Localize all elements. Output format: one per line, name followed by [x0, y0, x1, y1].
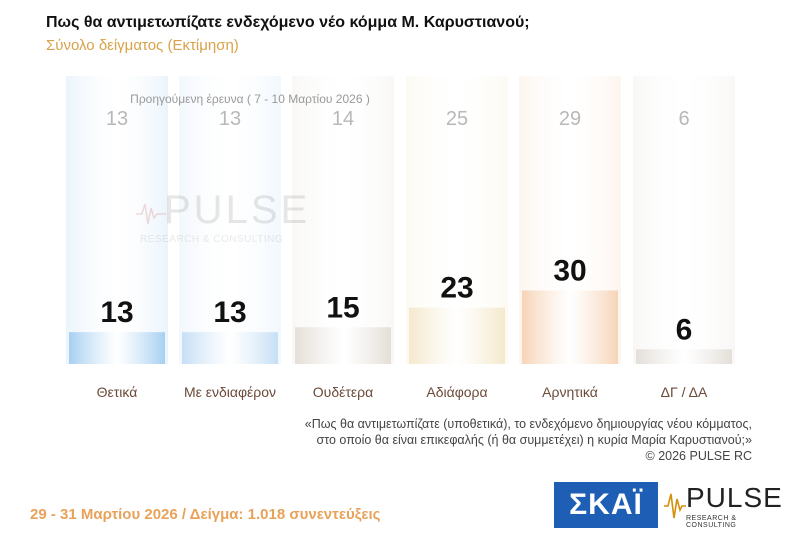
bar — [636, 349, 732, 364]
previous-value-label: 13 — [106, 108, 128, 130]
fieldwork-info: 29 - 31 Μαρτίου 2026 / Δείγμα: 1.018 συν… — [30, 506, 381, 523]
background-column — [179, 76, 281, 364]
background-column — [292, 76, 394, 364]
category-label: Αδιάφορα — [426, 384, 487, 400]
data-label: 13 — [213, 296, 246, 329]
data-label: 23 — [440, 272, 473, 305]
previous-survey-label: Προηγούμενη έρευνα ( 7 - 10 Μαρτίου 2026… — [130, 92, 370, 106]
category-label: Με ενδιαφέρον — [184, 384, 276, 400]
data-label: 13 — [100, 296, 133, 329]
note-line-1: «Πως θα αντιμετωπίζατε (υποθετικά), το ε… — [304, 417, 752, 431]
data-label: 15 — [326, 291, 359, 324]
background-column — [66, 76, 168, 364]
pulse-watermark: PULSE RESEARCH & CONSULTING — [136, 188, 336, 248]
bar-chart: Προηγούμενη έρευνα ( 7 - 10 Μαρτίου 2026… — [66, 76, 735, 400]
category-label: Ουδέτερα — [313, 384, 373, 400]
bar — [295, 327, 391, 364]
previous-value-label: 13 — [219, 108, 241, 130]
category-label: Θετικά — [97, 384, 138, 400]
bar — [69, 332, 165, 364]
chart-title: Πως θα αντιμετωπίζατε ενδεχόμενο νέο κόμ… — [46, 14, 530, 31]
category-label: Αρνητικά — [542, 384, 598, 400]
note-line-2: στο οποίο θα είναι επικεφαλής (ή θα συμμ… — [316, 433, 752, 447]
skai-logo: ΣΚΑΪ — [554, 482, 658, 528]
pulse-logo-name: PULSE — [686, 482, 783, 513]
category-label: ΔΓ / ΔΑ — [661, 384, 708, 400]
bar — [182, 332, 278, 364]
chart-subtitle: Σύνολο δείγματος (Εκτίμηση) — [46, 37, 239, 54]
bar — [522, 290, 618, 364]
pulse-logo: PULSE RESEARCH & CONSULTING — [664, 480, 784, 530]
data-label: 30 — [553, 255, 586, 288]
previous-value-label: 25 — [446, 108, 468, 130]
question-note: «Πως θα αντιμετωπίζατε (υποθετικά), το ε… — [232, 416, 752, 464]
background-column — [633, 76, 735, 364]
pulse-wave-icon — [664, 493, 686, 519]
copyright: © 2026 PULSE RC — [645, 449, 752, 463]
pulse-logo-sub: RESEARCH & CONSULTING — [686, 515, 737, 529]
previous-value-label: 6 — [678, 108, 689, 130]
previous-value-label: 14 — [332, 108, 354, 130]
bar — [409, 307, 505, 364]
previous-value-label: 29 — [559, 108, 581, 130]
data-label: 6 — [676, 313, 693, 346]
